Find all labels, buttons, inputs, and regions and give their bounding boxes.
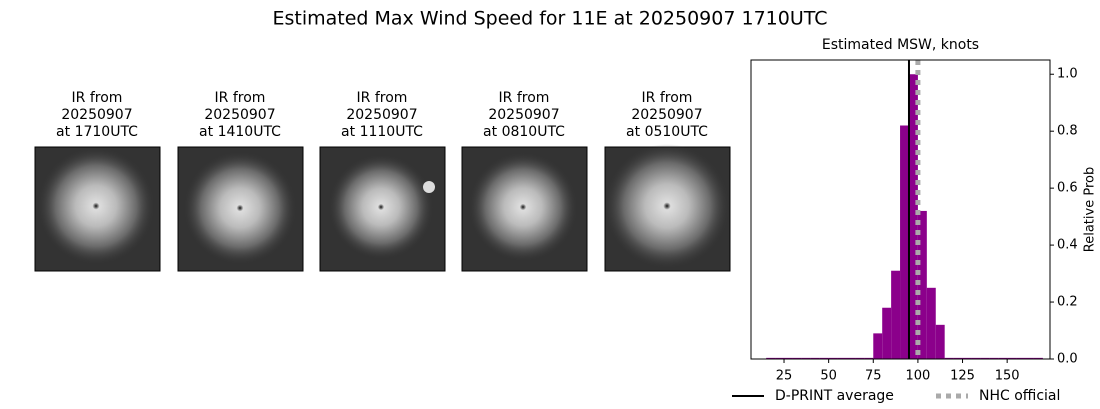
bar <box>837 357 847 359</box>
ir-image <box>604 144 731 272</box>
bar <box>917 210 927 359</box>
panel-title: IR from <box>215 90 266 106</box>
legend-label: NHC official <box>979 388 1060 404</box>
bar <box>891 270 901 359</box>
bar <box>908 74 918 359</box>
panel-title: at 1410UTC <box>199 124 281 140</box>
bar <box>873 333 883 359</box>
bar <box>944 357 954 359</box>
bar <box>1016 357 1026 359</box>
bar <box>766 357 776 359</box>
bar <box>775 357 785 359</box>
ir-image <box>34 146 161 272</box>
legend-label: D-PRINT average <box>775 388 894 404</box>
y2-tick-label: 1.0 <box>1057 67 1078 82</box>
x-tick-label: 150 <box>995 369 1020 384</box>
bar <box>810 357 820 359</box>
x-tick-label: 25 <box>776 369 793 384</box>
bar <box>828 357 838 359</box>
panel-title: IR from <box>357 90 408 106</box>
bar <box>900 125 909 359</box>
y2-tick-label: 0.2 <box>1057 295 1078 310</box>
bar <box>864 357 874 359</box>
bar <box>998 357 1008 359</box>
bar <box>980 357 990 359</box>
panel-title: 20250907 <box>346 107 417 123</box>
panel-title: at 1110UTC <box>341 124 423 140</box>
page-title: Estimated Max Wind Speed for 11E at 2025… <box>272 8 827 30</box>
panel-title: 20250907 <box>488 107 559 123</box>
bar <box>801 357 811 359</box>
ir-image <box>461 146 588 272</box>
bar <box>971 357 981 359</box>
bar <box>935 324 945 359</box>
x-tick-label: 125 <box>950 369 975 384</box>
bar <box>962 357 972 359</box>
panel-title: IR from <box>72 90 123 106</box>
ir-images <box>34 144 731 272</box>
bar <box>1033 357 1043 359</box>
x-tick-label: 100 <box>905 369 930 384</box>
y2-tick-label: 0.8 <box>1057 124 1078 139</box>
ir-image <box>319 146 446 272</box>
bar <box>855 357 865 359</box>
panel-title: 20250907 <box>204 107 275 123</box>
panel-title: IR from <box>642 90 693 106</box>
y2-tick-label: 0.4 <box>1057 238 1078 253</box>
bar <box>784 357 793 359</box>
y2-axis-label: Relative Prob <box>1083 167 1098 252</box>
panel-title: 20250907 <box>631 107 702 123</box>
y2-tick-label: 0.0 <box>1057 352 1078 367</box>
bar <box>926 287 936 359</box>
panel-title: at 0810UTC <box>483 124 565 140</box>
y2-tick-label: 0.6 <box>1057 181 1078 196</box>
chart-title: Estimated MSW, knots <box>822 37 979 53</box>
bar <box>882 307 892 359</box>
panel-title: 20250907 <box>61 107 132 123</box>
bar <box>792 357 802 359</box>
x-tick-label: 50 <box>820 369 837 384</box>
bar <box>1025 357 1034 359</box>
bar <box>989 357 999 359</box>
ir-image <box>177 146 304 272</box>
panel-title: at 1710UTC <box>56 124 138 140</box>
plot-frame <box>750 59 1051 360</box>
bar <box>819 357 829 359</box>
bar <box>846 357 856 359</box>
x-tick-label: 75 <box>865 369 882 384</box>
panel-title: IR from <box>499 90 550 106</box>
bar <box>1007 357 1017 359</box>
panel-title: at 0510UTC <box>626 124 708 140</box>
bar <box>953 357 963 359</box>
